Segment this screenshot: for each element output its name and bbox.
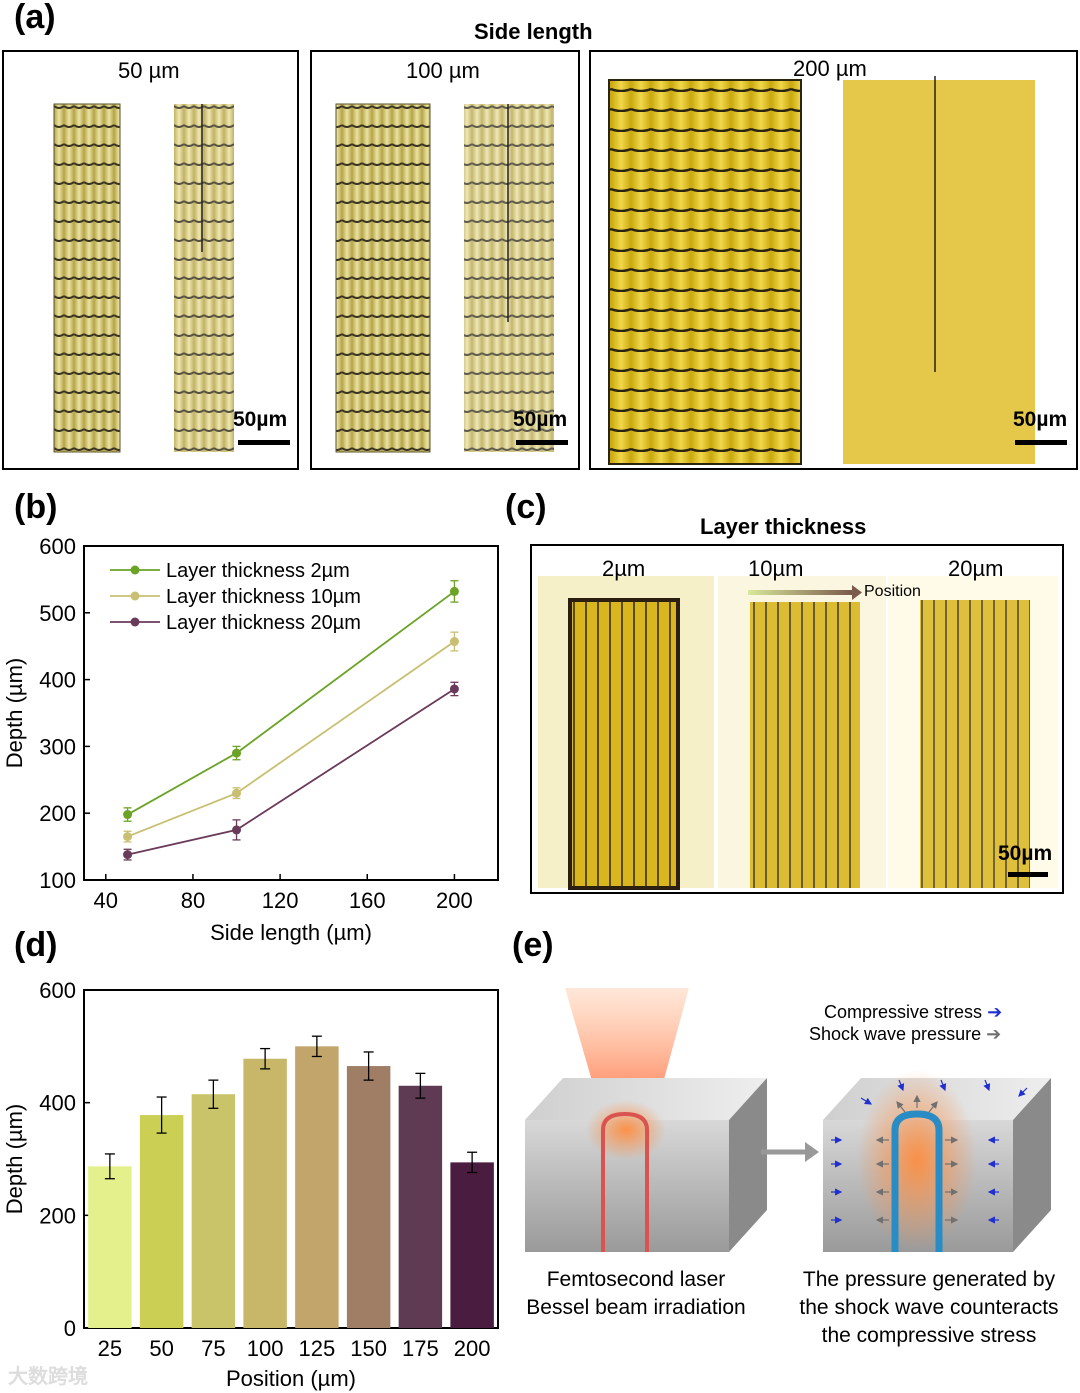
panel-a-letter: (a) <box>14 0 56 36</box>
x-tick-label: 175 <box>402 1336 439 1361</box>
series-line <box>127 688 455 856</box>
legend-label: Layer thickness 10µm <box>166 586 361 608</box>
x-tick-label: 40 <box>94 888 118 913</box>
y-axis-label: Depth (µm) <box>2 1104 27 1214</box>
micrograph-layer-thickness: 2µm 10µm 20µm Position 50µm <box>530 544 1064 894</box>
gray-arrow-icon: ➔ <box>986 1024 1002 1044</box>
legend-marker <box>130 565 140 575</box>
x-axis-label: Side length (µm) <box>210 920 372 945</box>
micrograph-100um: 100 µm 50µm <box>310 50 580 470</box>
legend-marker <box>130 591 140 601</box>
data-point <box>123 850 133 860</box>
legend-label: Layer thickness 2µm <box>166 560 350 582</box>
panel-b-letter: (b) <box>14 488 58 526</box>
plot-frame <box>83 989 499 1329</box>
scale-bar-label: 50µm <box>1013 408 1068 431</box>
y-tick-label: 600 <box>39 534 76 559</box>
legend-marker <box>130 617 140 627</box>
micrograph-50um: 50 µm 50µm <box>2 50 299 470</box>
caption-left: Femtosecond laser Bessel beam irradiatio… <box>526 1268 746 1319</box>
position-label: Position <box>864 583 921 600</box>
schematic-diagram <box>525 988 1051 1252</box>
caption-right: The pressure generated by the shock wave… <box>799 1268 1059 1347</box>
y-axis-label: Depth (µm) <box>2 658 27 768</box>
legend-label: Layer thickness 20µm <box>166 612 361 634</box>
scale-bar <box>1015 440 1067 445</box>
y-tick-label: 500 <box>39 601 76 626</box>
y-tick-label: 100 <box>39 868 76 893</box>
data-point <box>232 748 242 758</box>
data-point <box>449 586 459 596</box>
data-point <box>449 684 459 694</box>
x-tick-label: 50 <box>149 1336 173 1361</box>
y-tick-label: 600 <box>39 978 76 1003</box>
series-line <box>127 640 455 838</box>
bar <box>450 1162 494 1328</box>
x-axis-label: Position (µm) <box>226 1366 356 1391</box>
bar-chart-depth-vs-position: 0 200 400 600 25 50 75 100 125 150 175 200 Position … <box>2 978 499 1391</box>
line-chart-depth-vs-side-length: 100 200 300 400 500 600 40 80 120 160 200 Side leng… <box>2 534 499 945</box>
legend-compressive-stress: Compressive stress ➔ <box>824 1002 1003 1022</box>
label-20um: 20µm <box>948 556 1004 581</box>
y-tick-label: 400 <box>39 1091 76 1116</box>
label-200um: 200 µm <box>793 56 867 81</box>
data-point <box>449 637 459 647</box>
y-tick-label: 300 <box>39 734 76 759</box>
panel-e-letter: (e) <box>512 926 554 964</box>
data-point <box>123 810 133 820</box>
watermark: 大数跨境 <box>8 1366 88 1388</box>
x-tick-label: 75 <box>201 1336 225 1361</box>
label-10um: 10µm <box>748 556 804 581</box>
x-tick-label: 100 <box>247 1336 284 1361</box>
scale-bar <box>516 440 568 445</box>
bar <box>398 1085 443 1328</box>
panel-c-title: Layer thickness <box>700 514 867 539</box>
scale-bar <box>1008 872 1048 877</box>
panel-a-title: Side length <box>474 19 593 44</box>
x-tick-label: 25 <box>98 1336 122 1361</box>
legend-shock-wave-pressure: Shock wave pressure ➔ <box>809 1024 1002 1044</box>
x-tick-label: 150 <box>350 1336 387 1361</box>
bar <box>88 1166 132 1328</box>
bar <box>346 1066 391 1328</box>
y-tick-label: 0 <box>64 1316 76 1341</box>
scale-bar-label: 50µm <box>513 408 568 431</box>
label-2um: 2µm <box>602 556 646 581</box>
panel-d-letter: (d) <box>14 926 58 964</box>
bar <box>139 1115 184 1328</box>
bar <box>295 1046 339 1328</box>
x-tick-label: 200 <box>454 1336 491 1361</box>
blue-arrow-icon: ➔ <box>987 1002 1003 1022</box>
y-tick-label: 200 <box>39 1203 76 1228</box>
y-tick-label: 400 <box>39 668 76 693</box>
scale-bar <box>238 440 290 445</box>
x-tick-label: 200 <box>436 888 473 913</box>
scale-bar-label: 50µm <box>998 842 1053 865</box>
y-tick-label: 200 <box>39 801 76 826</box>
label-50um: 50 µm <box>118 58 180 83</box>
x-tick-label: 160 <box>349 888 386 913</box>
x-tick-label: 80 <box>181 888 205 913</box>
bar <box>243 1058 287 1328</box>
plot-frame <box>83 545 499 881</box>
data-point <box>232 825 242 835</box>
panel-c-letter: (c) <box>505 488 547 526</box>
data-point <box>123 832 133 842</box>
data-point <box>232 788 242 798</box>
x-tick-label: 120 <box>262 888 299 913</box>
micrograph-200um: 200 µm 50µm <box>589 50 1078 470</box>
scale-bar-label: 50µm <box>233 408 288 431</box>
label-100um: 100 µm <box>406 58 480 83</box>
x-tick-label: 125 <box>299 1336 336 1361</box>
bar <box>191 1094 236 1328</box>
